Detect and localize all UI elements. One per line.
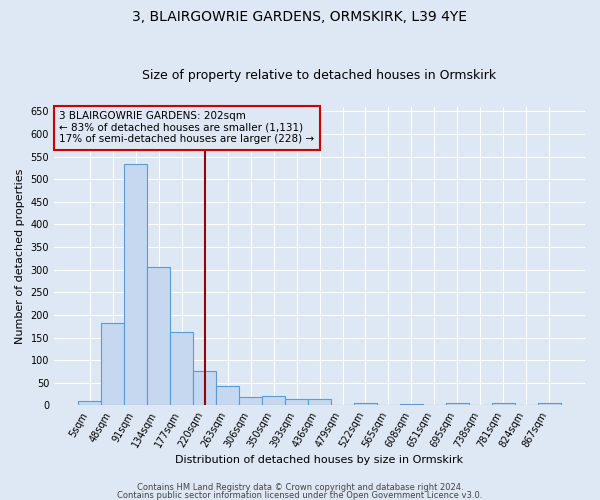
Bar [262,396,285,406]
Title: Size of property relative to detached houses in Ormskirk: Size of property relative to detached ho… [142,69,497,82]
Text: Contains HM Land Registry data © Crown copyright and database right 2024.: Contains HM Land Registry data © Crown c… [137,484,463,492]
Bar [101,322,124,406]
Bar [78,401,101,406]
Bar [354,402,377,406]
Bar [308,400,331,406]
Bar [193,372,216,406]
Y-axis label: Number of detached properties: Number of detached properties [15,168,25,344]
Text: 3 BLAIRGOWRIE GARDENS: 202sqm
← 83% of detached houses are smaller (1,131)
17% o: 3 BLAIRGOWRIE GARDENS: 202sqm ← 83% of d… [59,112,314,144]
Bar [216,386,239,406]
Bar [170,332,193,406]
Bar [492,403,515,406]
Bar [124,164,147,406]
Bar [446,403,469,406]
Text: 3, BLAIRGOWRIE GARDENS, ORMSKIRK, L39 4YE: 3, BLAIRGOWRIE GARDENS, ORMSKIRK, L39 4Y… [133,10,467,24]
Bar [400,404,423,406]
X-axis label: Distribution of detached houses by size in Ormskirk: Distribution of detached houses by size … [175,455,464,465]
Bar [239,397,262,406]
Bar [147,268,170,406]
Text: Contains public sector information licensed under the Open Government Licence v3: Contains public sector information licen… [118,490,482,500]
Bar [538,403,561,406]
Bar [285,400,308,406]
